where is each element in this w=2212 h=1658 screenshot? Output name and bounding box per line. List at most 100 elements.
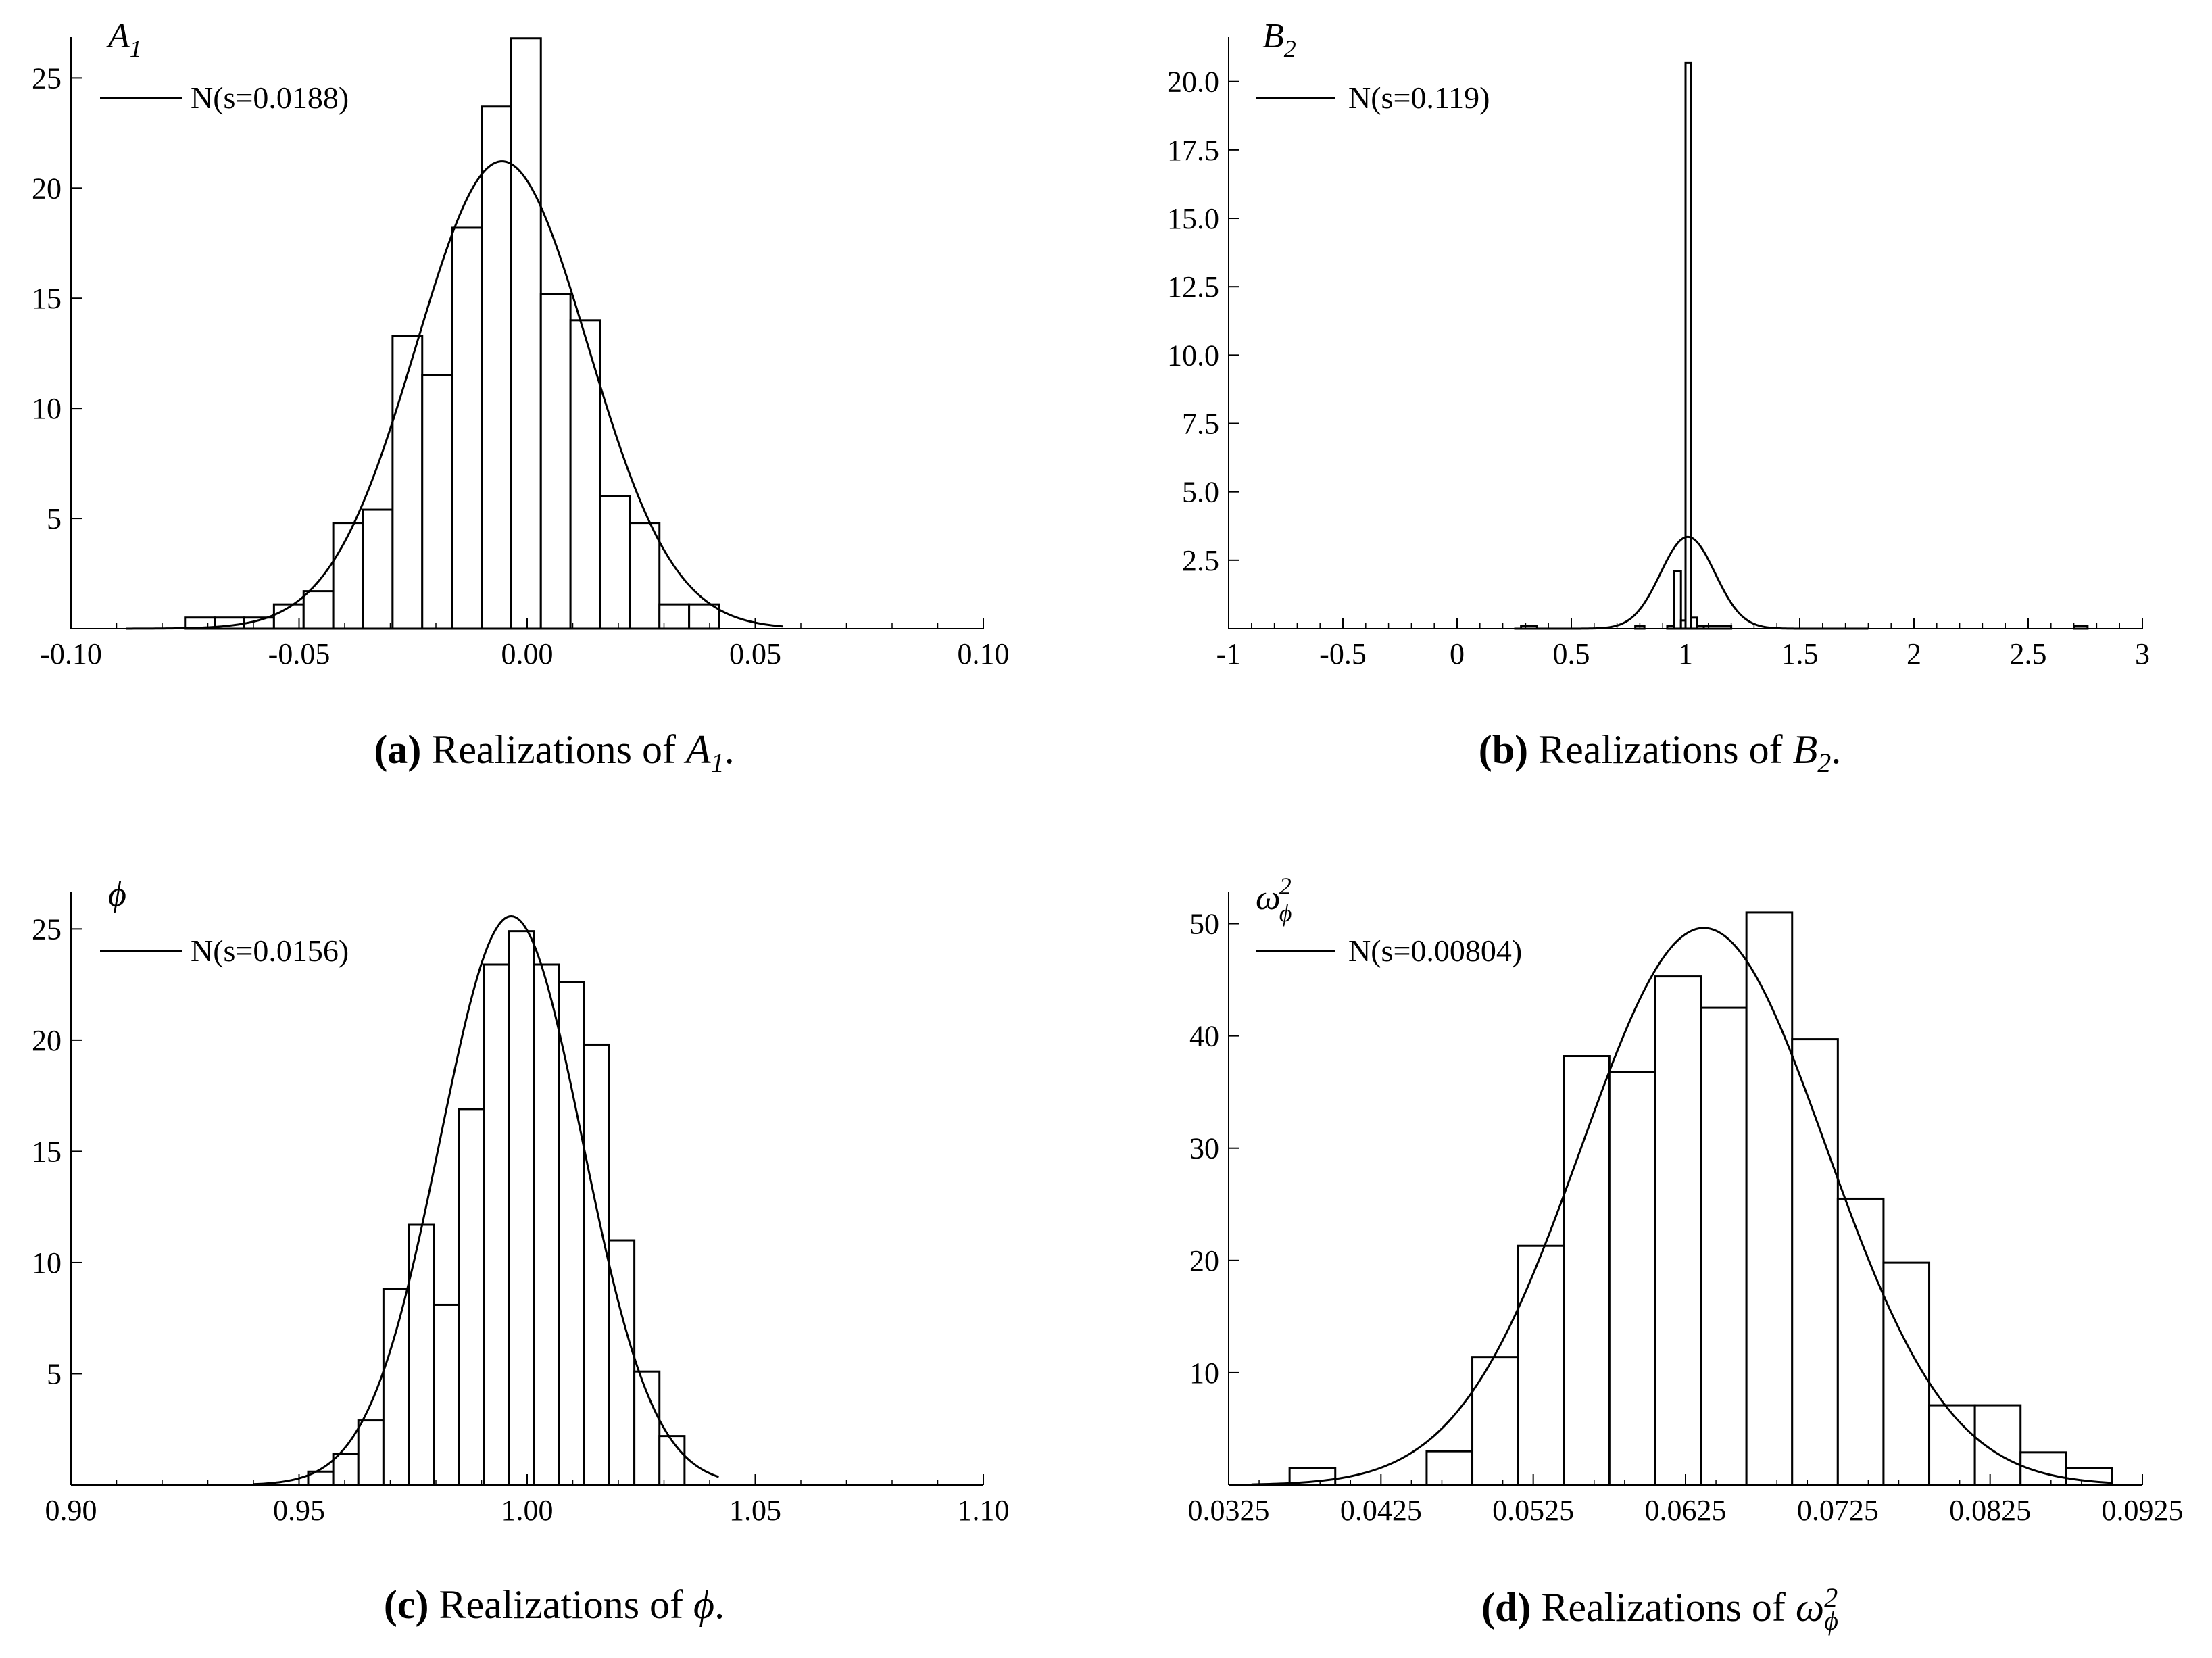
histogram-bar-c-13 (633, 1370, 661, 1486)
histogram-bar-a-15 (629, 522, 661, 630)
y-tick-label-d-2: 30 (1189, 1132, 1219, 1165)
caption-d: (d) Realizations of ω2ϕ (1106, 1582, 2212, 1636)
x-tick-label-c-0: 0.90 (45, 1494, 97, 1527)
caption-var-a: A (685, 727, 711, 772)
histogram-bar-a-5 (332, 522, 364, 630)
y-tick-label-d-0: 10 (1189, 1357, 1219, 1390)
panel-a: -0.10 -0.05 0.00 0.05 0.10 5 10 15 20 25 A1 N(s=0… (32, 17, 1010, 670)
histogram-bar-d-12 (1836, 1197, 1885, 1486)
normal-curve-a (126, 160, 783, 630)
legend-label-c: N(s=0.0156) (191, 933, 349, 968)
y-tick-label-b-5: 15.0 (1167, 202, 1219, 235)
histogram-bar-d-11 (1791, 1038, 1839, 1486)
x-tick-label-b-0: -1 (1216, 637, 1242, 670)
histogram-bar-a-11 (510, 37, 542, 630)
y-tick-label-b-7: 20.0 (1167, 66, 1219, 99)
x-tick-label-d-1: 0.0425 (1340, 1494, 1422, 1527)
caption-tag-d: (d) (1481, 1585, 1531, 1630)
y-tick-label-b-3: 10.0 (1167, 339, 1219, 372)
y-tick-label-b-1: 5.0 (1182, 476, 1219, 509)
histogram-bar-d-5 (1517, 1244, 1565, 1486)
histogram-bar-d-15 (1973, 1404, 2022, 1486)
x-tick-label-a-4: 0.10 (958, 637, 1010, 670)
caption-sub-d: ϕ (1824, 1605, 1838, 1636)
histogram-bar-c-8 (508, 930, 535, 1486)
normal-curve-b (1514, 535, 1869, 630)
histogram-bar-d-9 (1700, 1006, 1748, 1486)
legend-label-d: N(s=0.00804) (1348, 933, 1522, 968)
y-tick-label-b-2: 7.5 (1182, 408, 1219, 441)
x-tick-label-a-1: -0.05 (268, 637, 330, 670)
y-tick-label-c-3: 20 (32, 1024, 62, 1057)
histogram-bar-b-7 (1684, 61, 1692, 630)
x-tick-label-a-0: -0.10 (40, 637, 102, 670)
x-tick-label-b-2: 0 (1450, 637, 1465, 670)
histogram-bars-d (1288, 911, 2113, 1486)
x-tick-label-d-2: 0.0525 (1492, 1494, 1574, 1527)
panel-d: 0.0325 0.0425 0.0525 0.0625 0.0725 0.0825 0.09… (1188, 873, 2184, 1527)
caption-end-c: . (714, 1582, 725, 1627)
y-tick-label-c-2: 15 (32, 1135, 62, 1168)
histogram-bar-d-6 (1563, 1055, 1611, 1486)
histogram-bar-c-5 (433, 1303, 460, 1486)
histogram-bar-a-13 (569, 319, 601, 630)
histogram-bar-d-4 (1471, 1356, 1519, 1486)
tick-labels-d: 0.0325 0.0425 0.0525 0.0625 0.0725 0.0825 0.09… (1188, 908, 2184, 1527)
y-tick-label-c-1: 10 (32, 1246, 62, 1279)
histogram-bar-a-17 (688, 603, 720, 630)
x-tick-label-d-4: 0.0725 (1797, 1494, 1879, 1527)
histogram-bar-a-6 (362, 508, 394, 630)
histogram-bar-d-14 (1928, 1404, 1976, 1486)
caption-text-d: Realizations of (1541, 1585, 1786, 1630)
caption-b: (b) Realizations of B2. (1106, 727, 2212, 779)
caption-a: (a) Realizations of A1. (0, 727, 1108, 779)
histogram-bar-a-12 (539, 293, 572, 630)
histogram-bar-c-14 (658, 1435, 686, 1486)
x-tick-label-b-7: 2.5 (2010, 637, 2047, 670)
histogram-bar-c-10 (558, 981, 585, 1486)
y-tick-label-d-1: 20 (1189, 1244, 1219, 1277)
caption-text-b: Realizations of (1538, 727, 1783, 772)
legend-label-b: N(s=0.119) (1348, 80, 1490, 115)
histogram-bar-c-2 (357, 1419, 385, 1486)
histogram-bar-c-3 (382, 1288, 410, 1486)
y-tick-label-a-4: 25 (32, 62, 62, 95)
variable-label-a: A1 (106, 17, 142, 62)
tick-labels-c: 0.90 0.95 1.00 1.05 1.10 5 10 15 20 25 (32, 912, 1010, 1527)
caption-var-b: B (1792, 727, 1818, 772)
histogram-bar-d-10 (1745, 911, 1794, 1486)
x-tick-label-d-0: 0.0325 (1188, 1494, 1270, 1527)
x-tick-label-b-3: 0.5 (1553, 637, 1590, 670)
normal-curve-d (1251, 927, 2113, 1486)
histogram-bar-c-9 (533, 963, 560, 1486)
tick-labels-b: -1 -0.5 0 0.5 1 1.5 2 2.5 3 2.5 5.0 7.5 10.0 12.5 15.0… (1167, 66, 2150, 670)
caption-sup-d: 2 (1824, 1582, 1838, 1613)
histogram-bar-c-11 (583, 1043, 610, 1486)
y-tick-label-a-3: 20 (32, 172, 62, 205)
panel-c: 0.90 0.95 1.00 1.05 1.10 5 10 15 20 25 ϕ N(s=0.01… (32, 875, 1010, 1527)
x-tick-label-c-2: 1.00 (501, 1494, 554, 1527)
y-tick-label-d-3: 40 (1189, 1020, 1219, 1053)
histogram-bar-c-6 (458, 1108, 485, 1486)
caption-tag-a: (a) (374, 727, 422, 772)
histogram-bar-a-4 (302, 590, 335, 630)
histogram-bars-b (1520, 61, 2089, 630)
histogram-bar-a-9 (451, 226, 483, 630)
y-tick-label-b-6: 17.5 (1167, 134, 1219, 167)
caption-tag-b: (b) (1478, 727, 1529, 772)
x-tick-label-b-4: 1 (1678, 637, 1693, 670)
x-tick-label-d-3: 0.0625 (1645, 1494, 1727, 1527)
variable-label-b: B2 (1262, 17, 1296, 62)
y-tick-label-d-4: 50 (1189, 908, 1219, 941)
y-tick-label-c-0: 5 (47, 1357, 62, 1390)
x-tick-label-b-5: 1.5 (1781, 637, 1819, 670)
histogram-bar-c-1 (332, 1453, 360, 1486)
caption-sub-b: 2 (1817, 748, 1832, 778)
normal-curve-c (253, 915, 719, 1486)
caption-var-d: ω (1795, 1585, 1825, 1630)
x-tick-label-a-2: 0.00 (501, 637, 554, 670)
x-tick-label-c-4: 1.10 (958, 1494, 1010, 1527)
tick-labels-a: -0.10 -0.05 0.00 0.05 0.10 5 10 15 20 25 (32, 62, 1010, 670)
x-tick-label-a-3: 0.05 (729, 637, 781, 670)
caption-c: (c) Realizations of ϕ. (0, 1582, 1108, 1628)
